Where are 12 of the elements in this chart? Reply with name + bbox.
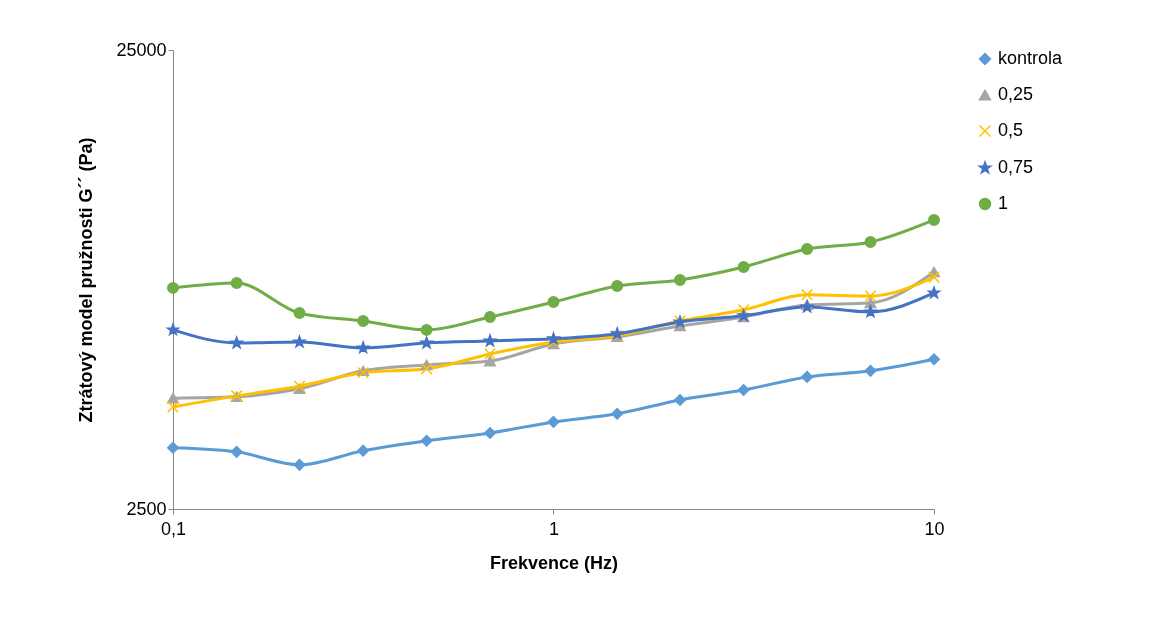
y-tick-label: 2500 xyxy=(126,498,167,519)
legend-label: 0,75 xyxy=(998,157,1034,177)
legend-label: 1 xyxy=(998,193,1009,213)
y-axis-title: Ztrátový model pružnosti G´´ (Pa) xyxy=(76,137,97,423)
x-tick-label: 0,1 xyxy=(160,518,187,539)
x-tick-label: 10 xyxy=(924,518,945,539)
legend-label: kontrola xyxy=(998,48,1064,68)
x-tick-label: 1 xyxy=(548,518,560,539)
legend-label: 0,5 xyxy=(998,120,1024,140)
x-axis-title: Frekvence (Hz) xyxy=(489,552,619,573)
y-tick-label: 25000 xyxy=(116,39,167,60)
legend-label: 0,25 xyxy=(998,84,1034,104)
